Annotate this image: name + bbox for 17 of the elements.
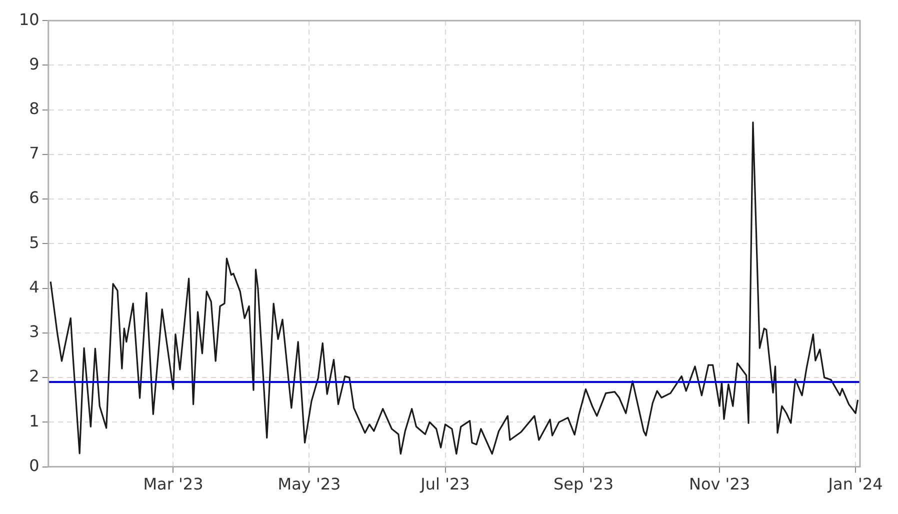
y-tick-label: 8 — [29, 98, 40, 118]
y-tick-label: 4 — [29, 277, 40, 296]
y-tick-label: 0 — [29, 456, 40, 475]
y-tick-label: 1 — [29, 411, 40, 430]
y-tick-label: 2 — [29, 366, 40, 386]
x-tick-label: Nov '23 — [688, 474, 750, 494]
y-tick-label: 9 — [29, 54, 40, 74]
x-tick-label: Jan '24 — [827, 474, 883, 494]
x-tick-label: May '23 — [278, 474, 341, 494]
x-tick-label: Sep '23 — [554, 474, 614, 494]
y-tick-label: 6 — [29, 188, 40, 208]
x-tick-label: Mar '23 — [143, 474, 204, 494]
y-tick-label: 3 — [29, 322, 40, 342]
y-tick-label: 5 — [29, 232, 40, 252]
x-tick-label: Jul '23 — [420, 474, 470, 494]
y-tick-label: 7 — [29, 144, 40, 163]
y-tick-label: 10 — [19, 10, 40, 29]
